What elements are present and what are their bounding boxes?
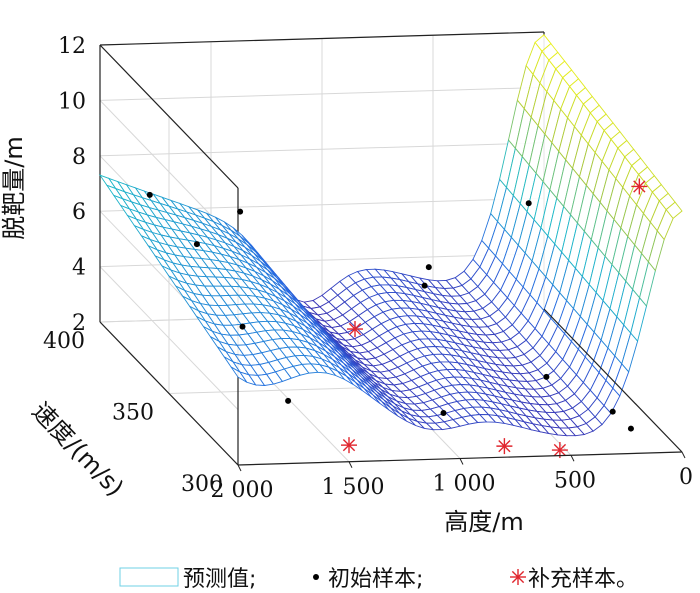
x-tick-label: 0 — [679, 465, 693, 490]
z-tick-label: 10 — [58, 89, 86, 114]
x-tick-mark — [459, 458, 464, 465]
x-tick-mark — [681, 451, 686, 459]
box-edge — [543, 308, 683, 453]
x-tick-mark — [237, 464, 242, 472]
y-tick-label: 400 — [43, 329, 85, 354]
z-axis-label: 脱靶量/m — [0, 136, 28, 239]
legend: 预测值; 初始样本; 补充样本。 — [119, 567, 638, 592]
y-tick-label: 350 — [112, 401, 154, 426]
legend-label-predicted: 预测值; — [183, 567, 256, 592]
legend-label-initial: 初始样本; — [328, 567, 423, 592]
z-tick-label: 8 — [72, 145, 86, 170]
sample-markers — [146, 178, 648, 459]
legend-dot-marker — [313, 574, 319, 580]
initial-sample-point — [146, 191, 153, 198]
x-tick-label: 1 500 — [322, 475, 385, 500]
initial-sample-point — [285, 397, 292, 404]
box-edge — [99, 31, 545, 46]
x-tick-mark — [348, 461, 353, 468]
x-tick-label: 500 — [554, 468, 596, 493]
x-axis-label: 高度/m — [444, 508, 523, 536]
y-tick-label: 300 — [181, 472, 223, 497]
box-edge — [99, 44, 239, 189]
initial-sample-point — [239, 323, 246, 330]
z-tick-label: 2 — [72, 311, 86, 336]
legend-asterisk-glyph — [510, 569, 526, 585]
x-tick-label: 2 000 — [211, 478, 274, 503]
legend-surface-swatch — [119, 567, 179, 587]
supplementary-sample-point — [631, 178, 648, 195]
initial-sample-point — [440, 409, 447, 416]
initial-sample-point — [193, 241, 200, 248]
initial-sample-point — [609, 408, 616, 415]
y-axis-line — [99, 321, 239, 466]
initial-sample-point — [421, 282, 428, 289]
z-tick-label: 4 — [72, 256, 86, 281]
legend-asterisk-marker — [510, 569, 526, 585]
z-tick-label: 12 — [58, 34, 86, 59]
initial-sample-point — [525, 200, 532, 207]
supplementary-sample-point — [341, 437, 357, 454]
initial-sample-point — [543, 373, 550, 380]
surface-cell — [665, 201, 683, 220]
supplementary-sample-point — [496, 438, 513, 455]
supplementary-sample-point — [347, 321, 363, 338]
initial-sample-point — [237, 208, 244, 215]
predicted-surface-mesh — [98, 34, 683, 437]
z-tick-label: 6 — [72, 200, 86, 225]
initial-sample-point — [425, 264, 432, 271]
legend-label-supplementary: 补充样本。 — [528, 567, 638, 592]
initial-sample-point — [627, 425, 634, 432]
x-tick-mark — [570, 455, 575, 462]
x-tick-label: 1 000 — [433, 472, 496, 497]
